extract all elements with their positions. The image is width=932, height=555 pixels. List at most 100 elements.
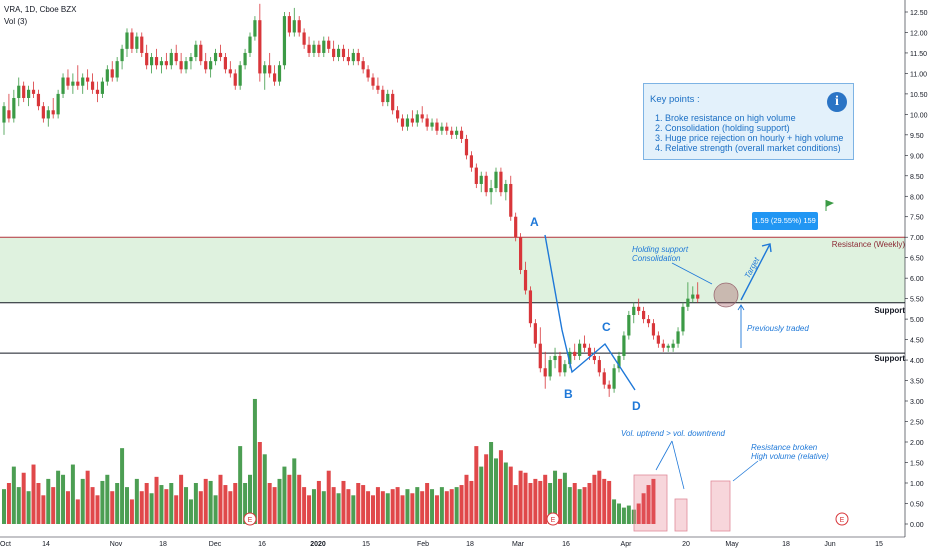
volume-bar <box>592 474 597 524</box>
candle-body <box>642 310 646 320</box>
volume-tick-label: 1.50 <box>910 461 924 468</box>
candle <box>405 114 410 131</box>
time-tick-label: 18 <box>159 541 167 548</box>
price-tick-label: 12.00 <box>910 30 928 37</box>
volume-bar <box>56 470 61 524</box>
candle <box>90 73 95 94</box>
wave-label-d: D <box>632 399 641 413</box>
candle-body <box>140 36 144 53</box>
candle <box>312 40 316 58</box>
candle-body <box>366 69 370 78</box>
candle <box>415 110 419 127</box>
candle <box>450 126 454 139</box>
volume-bar <box>174 495 179 524</box>
candle <box>420 106 424 123</box>
candle-body <box>71 81 75 86</box>
candle <box>12 89 16 123</box>
volume-bar <box>346 489 351 524</box>
target-arrow <box>740 243 771 301</box>
volume-bar <box>149 493 154 524</box>
volume-bar <box>597 470 602 524</box>
candle <box>150 52 154 74</box>
candle-body <box>213 52 218 62</box>
price-tick-label: 10.00 <box>910 112 928 119</box>
candle-body <box>573 351 577 356</box>
candle <box>494 167 498 193</box>
candle-body <box>51 110 55 115</box>
candle-body <box>164 61 168 66</box>
price-tick-label: 7.50 <box>910 215 924 222</box>
vol-breakout-highlight <box>710 480 731 532</box>
candle-body <box>464 138 469 156</box>
volume-bar <box>208 480 213 524</box>
candle-body <box>504 183 508 193</box>
candle-body <box>371 77 375 86</box>
candle-body <box>519 237 523 270</box>
candle-body <box>676 331 680 344</box>
flag-icon <box>826 200 834 207</box>
volume-bar <box>385 493 390 524</box>
volume-bar <box>302 487 307 524</box>
candle-body <box>538 343 542 369</box>
candle-body <box>7 110 11 119</box>
volume-bar <box>494 458 498 524</box>
volume-bar <box>528 483 533 524</box>
candle-body <box>209 61 213 70</box>
volume-bar <box>331 487 336 524</box>
target-measure-badge: 1.59 (29.55%) 159 <box>752 212 818 230</box>
zone-layer <box>0 237 905 303</box>
candle <box>371 73 375 90</box>
candle <box>607 380 611 397</box>
candle-body <box>381 89 385 103</box>
volume-bar <box>129 499 134 524</box>
candle <box>425 114 429 131</box>
volume-bar <box>2 489 6 524</box>
candle-body <box>346 57 350 62</box>
candle-body <box>268 65 272 74</box>
candle <box>509 175 513 221</box>
volume-bar <box>179 474 184 524</box>
volume-bar <box>134 478 139 524</box>
candle-body <box>307 44 311 53</box>
candle <box>627 310 631 340</box>
earnings-marker-3[interactable]: E <box>835 512 849 526</box>
candle <box>430 118 434 131</box>
candle-body <box>184 61 188 70</box>
candle <box>115 57 119 82</box>
candle <box>31 81 36 98</box>
volume-bar <box>120 448 125 524</box>
candle <box>582 335 587 352</box>
time-tick-label: 14 <box>42 541 50 548</box>
price-tick-label: 12.50 <box>910 10 928 17</box>
price-tick-label: 2.50 <box>910 419 924 426</box>
candle-body <box>263 65 267 74</box>
volume-bar <box>351 495 356 524</box>
volume-tick-label: 2.00 <box>910 440 924 447</box>
volume-bar <box>139 491 144 524</box>
earnings-marker-2[interactable]: E <box>546 512 560 526</box>
candle-body <box>253 20 257 37</box>
volume-bar <box>513 485 518 524</box>
volume-tick-label: 0.50 <box>910 502 924 509</box>
volume-bar <box>223 485 228 524</box>
candle-body <box>312 44 316 53</box>
earnings-marker-1[interactable]: E <box>243 512 257 526</box>
candle-body <box>617 355 621 369</box>
candle-body <box>150 57 154 66</box>
candle <box>2 102 6 135</box>
volume-bar <box>115 483 120 524</box>
candle-body <box>61 77 65 94</box>
candle-body <box>509 183 513 217</box>
candle <box>322 36 326 58</box>
volume-bar <box>567 487 572 524</box>
candle-body <box>563 364 567 373</box>
candle-body <box>341 48 346 58</box>
volume-bar <box>375 487 380 524</box>
volume-bar <box>41 495 46 524</box>
candle <box>445 122 449 135</box>
candle-body <box>656 335 660 344</box>
volume-bar <box>410 493 415 524</box>
candle-body <box>528 290 533 324</box>
vol-downtrend-highlight <box>674 498 688 532</box>
